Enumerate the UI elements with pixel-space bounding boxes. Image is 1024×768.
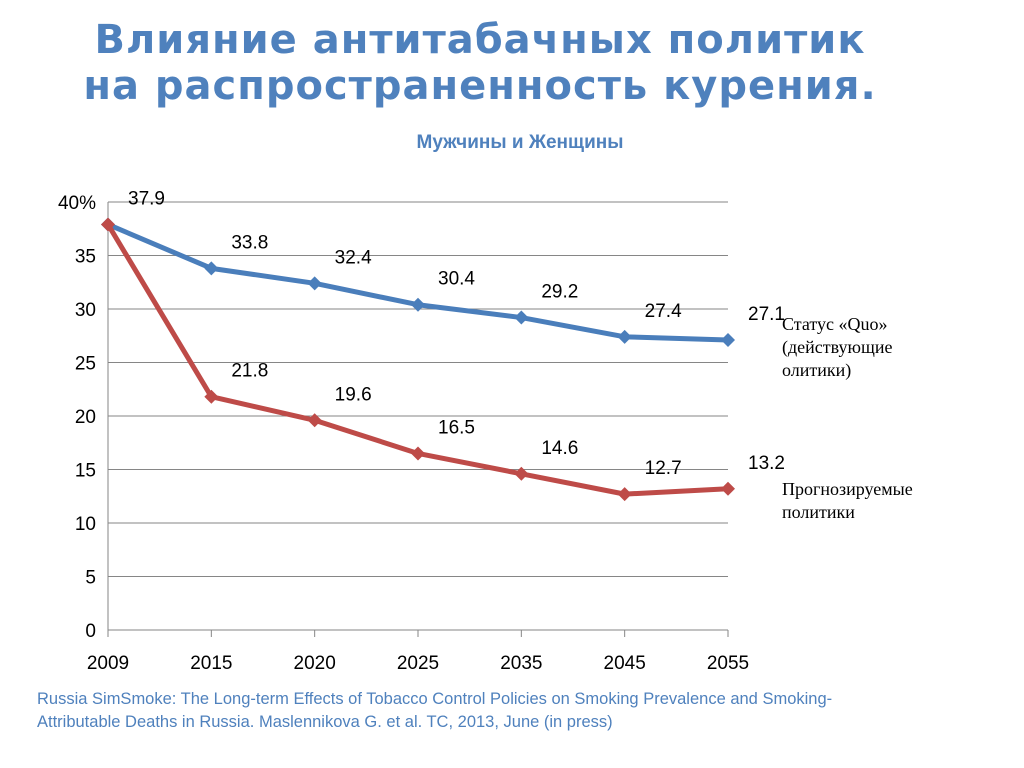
x-tick-label: 2025 (397, 653, 439, 674)
y-tick-label: 0 (85, 621, 96, 642)
data-label: 27.4 (645, 301, 682, 322)
data-point-marker (514, 466, 529, 481)
y-tick-label: 30 (75, 300, 96, 321)
data-label: 27.1 (748, 304, 785, 325)
slide-title-line-2: на распространенность курения. (83, 63, 877, 109)
legend-status-quo: Статус «Quo» (действующие олитики) (782, 314, 893, 380)
data-point-marker (411, 446, 425, 461)
x-tick-label: 2020 (294, 653, 336, 674)
data-label: 14.6 (541, 438, 578, 459)
chart-data-labels: 37.9 33.8 32.4 30.4 29.2 27.4 27.1 21.8 19.6 16.5… (128, 188, 785, 479)
data-point-marker (721, 333, 735, 348)
data-label: 21.8 (231, 361, 268, 382)
x-tick-label: 2035 (500, 653, 542, 674)
data-point-marker (411, 297, 425, 312)
series-line-1 (105, 221, 731, 343)
data-label: 19.6 (335, 384, 372, 405)
data-point-marker (101, 217, 115, 232)
data-label: 32.4 (335, 247, 372, 268)
y-tick-label: 15 (75, 461, 96, 482)
source-citation: Russia SimSmoke: The Long-term Effects o… (37, 688, 1022, 734)
y-tick-label: 35 (75, 247, 96, 268)
data-point-marker (307, 413, 322, 428)
data-point-marker (617, 329, 632, 344)
data-point-marker (204, 389, 219, 404)
data-label: 16.5 (438, 417, 475, 438)
source-citation-line-2: Attributable Deaths in Russia. Maslennik… (37, 713, 613, 731)
source-citation-line-1: Russia SimSmoke: The Long-term Effects o… (37, 690, 833, 708)
chart-title: Мужчины и Женщины (416, 132, 624, 153)
data-label: 29.2 (541, 282, 578, 303)
data-point-marker (617, 487, 632, 502)
data-point-marker (721, 481, 735, 496)
x-tick-label: 2015 (190, 653, 232, 674)
data-point-marker (204, 261, 219, 276)
x-tick-label: 2055 (707, 653, 749, 674)
data-label: 33.8 (231, 232, 268, 253)
chart-gridlines (108, 201, 728, 577)
data-label: 30.4 (438, 269, 475, 290)
slide-title-line-1: Влияние антитабачных политик (94, 17, 866, 63)
x-tick-label: 2009 (87, 653, 129, 674)
data-label: 13.2 (748, 453, 785, 474)
legend-projected-policies: Прогнозируемые политики (782, 479, 913, 522)
y-tick-label: 5 (85, 568, 96, 589)
x-tick-label: 2045 (604, 653, 646, 674)
data-point-marker (307, 276, 322, 291)
y-tick-label: 20 (75, 407, 96, 428)
data-point-marker (514, 310, 529, 325)
data-label: 37.9 (128, 188, 165, 209)
y-tick-label: 25 (75, 354, 96, 375)
data-label: 12.7 (645, 458, 682, 479)
chart-series (101, 217, 735, 502)
y-tick-label: 40% (58, 193, 96, 214)
y-tick-label: 10 (75, 514, 96, 535)
